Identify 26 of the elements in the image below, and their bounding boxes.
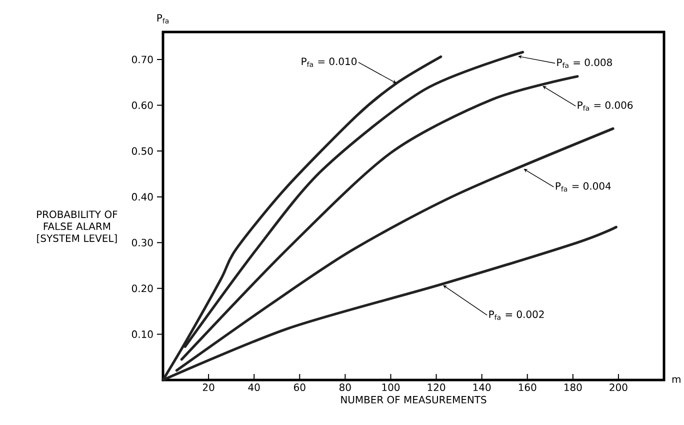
annotation: P$_{fa}$ = 0.002 (489, 310, 544, 320)
y-tick-label: 0.70 (132, 56, 153, 64)
y-axis-title: PROBABILITY OF FALSE ALARM [SYSTEM LEVEL] (37, 210, 118, 244)
y-tick-label: 0.40 (132, 193, 153, 201)
annotation: P$_{fa}$ = 0.010 (302, 58, 357, 67)
x-tick-label: 160 (518, 384, 536, 392)
x-tick-label: 20 (202, 384, 214, 392)
annotation: P$_{fa}$ = 0.006 (578, 101, 633, 111)
annotation: P$_{fa}$ = 0.008 (557, 58, 612, 68)
annotation: P$_{fa}$ = 0.004 (556, 182, 611, 192)
y-tick-label: 0.60 (132, 101, 153, 110)
x-tick-label: 60 (294, 384, 306, 392)
x-tick-label: 80 (340, 384, 351, 392)
x-tick-label: 100 (382, 384, 400, 392)
y-tick-label: 0.20 (132, 284, 153, 292)
text: m (672, 377, 680, 383)
x-tick-label: 120 (428, 384, 446, 392)
x-tick-label: 40 (248, 384, 260, 392)
y-tick-label: 0.50 (132, 147, 153, 155)
text: P$_{fa}$ (157, 14, 168, 24)
y-tick-label: 0.10 (132, 330, 153, 338)
x-tick-label: 200 (610, 384, 628, 392)
y-tick-label: 0.30 (132, 238, 153, 246)
x-tick-label: 140 (473, 384, 491, 392)
x-axis-title: NUMBER OF MEASUREMENTS (341, 396, 486, 404)
x-tick-label: 180 (564, 384, 582, 392)
